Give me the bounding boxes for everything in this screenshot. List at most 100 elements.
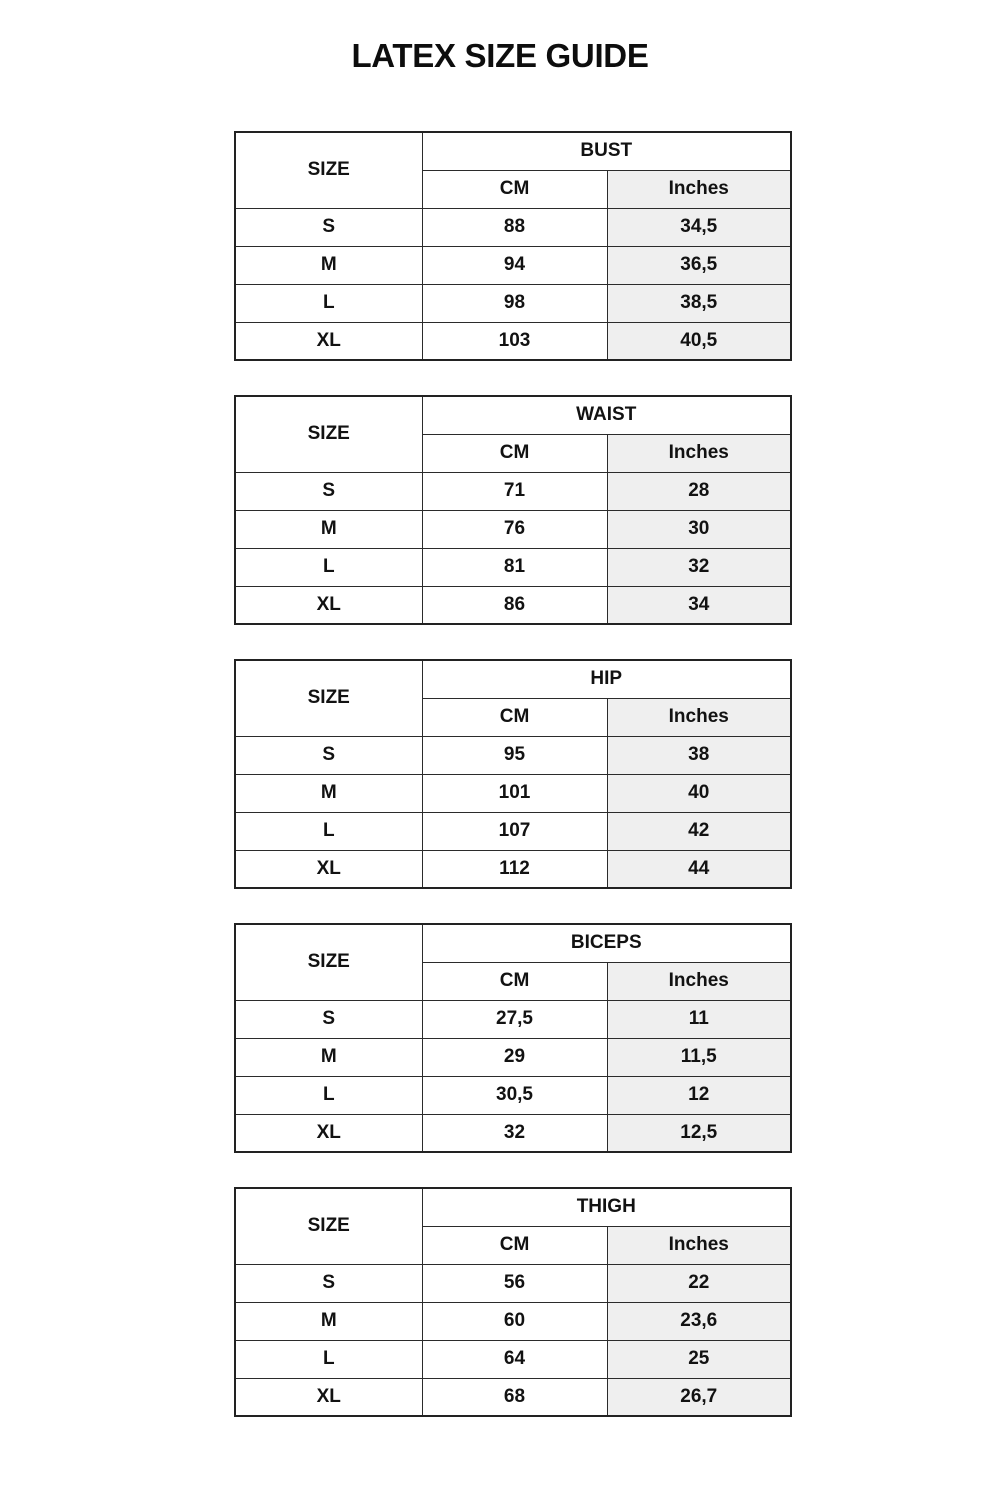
- table-row: XL 103 40,5: [234, 321, 792, 361]
- cell-cm: 88: [421, 207, 608, 247]
- table-unit-row: CM Inches: [235, 961, 792, 1001]
- header-size: SIZE: [234, 923, 423, 1001]
- table-row: L 107 42: [234, 811, 792, 851]
- header-size: SIZE: [234, 131, 423, 209]
- cell-cm: 98: [421, 283, 608, 323]
- cell-size: S: [234, 207, 423, 247]
- cell-inches: 26,7: [606, 1377, 792, 1417]
- header-measurement: BICEPS: [421, 923, 792, 963]
- cell-cm: 94: [421, 245, 608, 285]
- cell-size: S: [234, 471, 423, 511]
- header-inches: Inches: [606, 433, 792, 473]
- cell-cm: 56: [421, 1263, 608, 1303]
- cell-size: L: [234, 1339, 423, 1379]
- cell-inches: 36,5: [606, 245, 792, 285]
- table-header-row: SIZE THIGH: [234, 1187, 792, 1265]
- header-measurement: HIP: [421, 659, 792, 699]
- size-table-waist: SIZE WAIST CM Inches S 71 28 M 76 30: [234, 395, 793, 625]
- size-table-biceps: SIZE BICEPS CM Inches S 27,5 11 M 29 11,…: [234, 923, 792, 1153]
- table-row: XL 86 34: [234, 585, 792, 625]
- cell-cm: 112: [421, 849, 608, 889]
- cell-inches: 22: [606, 1263, 792, 1303]
- table-row: M 60 23,6: [234, 1301, 792, 1341]
- cell-inches: 38,5: [606, 283, 792, 323]
- cell-inches: 11,5: [606, 1037, 792, 1077]
- table-header-row: SIZE WAIST: [234, 395, 792, 473]
- cell-cm: 81: [421, 547, 608, 587]
- table-row: S 27,5 11: [234, 999, 792, 1039]
- cell-size: M: [234, 773, 423, 813]
- table-row: L 64 25: [234, 1339, 792, 1379]
- table-unit-row: CM Inches: [235, 1225, 792, 1265]
- header-size: SIZE: [234, 659, 423, 737]
- cell-cm: 76: [421, 509, 608, 549]
- table-header-row: SIZE BUST: [234, 131, 792, 209]
- size-tables-container: SIZE BUST CM Inches S 88 34,5 M 94 36,5: [234, 131, 793, 1417]
- cell-size: S: [234, 735, 423, 775]
- cell-size: M: [234, 245, 423, 285]
- header-inches: Inches: [606, 697, 792, 737]
- cell-size: S: [234, 1263, 423, 1303]
- cell-size: XL: [234, 321, 423, 361]
- cell-inches: 30: [606, 509, 792, 549]
- table-row: M 29 11,5: [234, 1037, 792, 1077]
- cell-cm: 101: [421, 773, 608, 813]
- cell-cm: 107: [421, 811, 608, 851]
- table-row: XL 68 26,7: [234, 1377, 792, 1417]
- cell-size: XL: [234, 1113, 423, 1153]
- cell-cm: 32: [421, 1113, 608, 1153]
- cell-inches: 25: [606, 1339, 792, 1379]
- header-size: SIZE: [234, 395, 423, 473]
- header-measurement: THIGH: [421, 1187, 792, 1227]
- table-unit-row: CM Inches: [235, 433, 792, 473]
- header-inches: Inches: [606, 169, 792, 209]
- table-row: S 56 22: [234, 1263, 792, 1303]
- cell-cm: 68: [421, 1377, 608, 1417]
- cell-cm: 86: [421, 585, 608, 625]
- table-row: XL 112 44: [234, 849, 792, 889]
- table-row: M 101 40: [234, 773, 792, 813]
- table-unit-row: CM Inches: [235, 697, 792, 737]
- cell-inches: 44: [606, 849, 792, 889]
- cell-inches: 42: [606, 811, 792, 851]
- header-cm: CM: [421, 433, 608, 473]
- table-header-row: SIZE HIP: [234, 659, 792, 737]
- cell-inches: 12,5: [606, 1113, 792, 1153]
- cell-size: S: [234, 999, 423, 1039]
- cell-inches: 38: [606, 735, 792, 775]
- cell-cm: 71: [421, 471, 608, 511]
- table-row: S 95 38: [234, 735, 792, 775]
- cell-inches: 40,5: [606, 321, 792, 361]
- cell-cm: 103: [421, 321, 608, 361]
- cell-size: XL: [234, 1377, 423, 1417]
- cell-inches: 34,5: [606, 207, 792, 247]
- cell-size: M: [234, 1037, 423, 1077]
- page-title: LATEX SIZE GUIDE: [351, 37, 649, 74]
- table-row: S 88 34,5: [234, 207, 792, 247]
- cell-size: M: [234, 1301, 423, 1341]
- header-cm: CM: [421, 169, 608, 209]
- cell-size: L: [234, 811, 423, 851]
- table-row: M 76 30: [234, 509, 792, 549]
- cell-inches: 12: [606, 1075, 792, 1115]
- cell-cm: 95: [421, 735, 608, 775]
- cell-inches: 40: [606, 773, 792, 813]
- table-row: L 98 38,5: [234, 283, 792, 323]
- cell-inches: 23,6: [606, 1301, 792, 1341]
- header-cm: CM: [421, 1225, 608, 1265]
- cell-inches: 34: [606, 585, 792, 625]
- cell-size: L: [234, 547, 423, 587]
- table-row: M 94 36,5: [234, 245, 792, 285]
- cell-size: XL: [234, 849, 423, 889]
- header-cm: CM: [421, 961, 608, 1001]
- cell-size: L: [234, 1075, 423, 1115]
- table-unit-row: CM Inches: [235, 169, 792, 209]
- cell-cm: 60: [421, 1301, 608, 1341]
- table-row: XL 32 12,5: [234, 1113, 792, 1153]
- size-table-thigh: SIZE THIGH CM Inches S 56 22 M 60 23,6: [234, 1187, 793, 1417]
- cell-inches: 11: [606, 999, 792, 1039]
- table-row: L 81 32: [234, 547, 792, 587]
- cell-size: L: [234, 283, 423, 323]
- cell-cm: 29: [421, 1037, 608, 1077]
